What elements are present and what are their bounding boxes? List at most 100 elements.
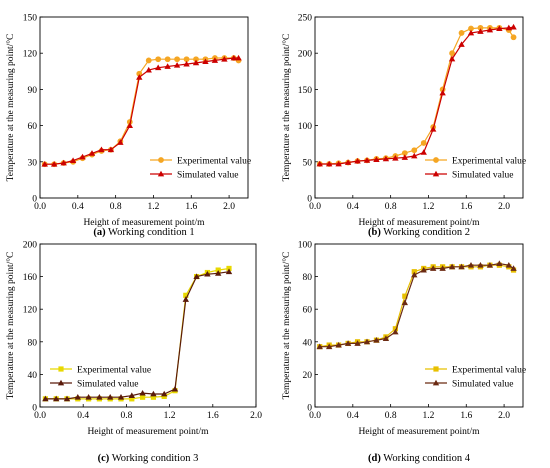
- data-point: [107, 146, 115, 153]
- series-line-2: [319, 26, 514, 165]
- x-axis-label: Height of measurement point/m: [83, 217, 205, 228]
- legend-marker: [433, 366, 439, 372]
- panel-caption: (d) Working condition 4: [368, 453, 471, 464]
- data-point: [382, 335, 390, 341]
- data-point: [174, 56, 180, 63]
- data-point: [411, 152, 418, 159]
- data-point: [354, 157, 361, 164]
- x-tick-label: 1.2: [423, 411, 435, 421]
- data-point: [183, 292, 189, 298]
- y-tick-label: 60: [303, 306, 313, 316]
- x-tick-label: 1.2: [164, 411, 176, 421]
- data-point: [192, 59, 200, 66]
- data-point: [150, 390, 157, 397]
- data-point: [401, 154, 409, 160]
- data-point: [161, 393, 167, 400]
- data-point: [439, 89, 446, 96]
- data-point: [129, 396, 135, 402]
- legend-marker: [58, 366, 64, 372]
- caption-text: Working condition 1: [106, 227, 195, 238]
- plot-frame: [39, 243, 257, 408]
- data-point: [211, 57, 219, 63]
- data-point: [420, 140, 427, 146]
- data-point: [226, 265, 232, 272]
- y-tick-label: 100: [298, 241, 313, 251]
- legend-entry-2: Simulated value: [425, 171, 513, 181]
- data-point: [164, 63, 171, 69]
- data-point: [467, 29, 475, 36]
- data-point: [126, 122, 134, 128]
- data-point: [182, 296, 189, 302]
- data-point: [325, 343, 333, 350]
- caption-label: (c): [98, 453, 110, 464]
- x-tick-label: 0.4: [77, 411, 89, 421]
- y-axis-label: Temperature at the measuring point/°C: [281, 252, 292, 400]
- data-point: [420, 149, 427, 155]
- legend-entry-2: Simulated value: [150, 171, 238, 181]
- data-point: [42, 395, 49, 402]
- x-tick-label: 0.4: [347, 202, 359, 212]
- data-point: [193, 273, 200, 279]
- data-point: [140, 394, 146, 400]
- data-point: [335, 341, 342, 348]
- y-tick-label: 200: [23, 241, 38, 251]
- x-tick-label: 0.8: [110, 202, 122, 212]
- y-tick-label: 120: [23, 306, 38, 316]
- data-point: [74, 394, 81, 400]
- y-tick-label: 150: [23, 14, 38, 24]
- x-tick-label: 0.0: [309, 411, 321, 421]
- caption-label: (d): [368, 453, 381, 464]
- data-point: [467, 261, 475, 268]
- x-tick-label: 1.6: [460, 411, 472, 421]
- legend-entry-1: Experimental value: [425, 366, 526, 376]
- data-point: [373, 156, 380, 163]
- data-point: [510, 34, 517, 41]
- data-point: [235, 54, 242, 61]
- data-point: [439, 265, 446, 271]
- data-point: [402, 293, 408, 299]
- data-point: [429, 265, 437, 271]
- data-point: [150, 394, 156, 400]
- data-point: [325, 160, 333, 167]
- caption-text: Working condition 4: [381, 453, 471, 464]
- data-point: [171, 385, 179, 392]
- data-point: [215, 270, 222, 276]
- data-point: [486, 261, 494, 268]
- x-tick-label: 0.8: [385, 411, 397, 421]
- y-tick-label: 150: [298, 86, 313, 96]
- legend-marker: [432, 379, 440, 386]
- y-tick-label: 30: [28, 158, 38, 168]
- data-point: [458, 41, 465, 47]
- data-point: [230, 54, 238, 61]
- data-point: [486, 26, 494, 33]
- data-point: [85, 394, 92, 400]
- x-tick-label: 1.6: [460, 202, 472, 212]
- data-point: [354, 340, 361, 346]
- data-point: [183, 60, 190, 67]
- legend-label: Simulated value: [77, 380, 138, 390]
- legend-label: Experimental value: [452, 366, 526, 376]
- data-point: [173, 62, 181, 68]
- legend-marker: [157, 170, 165, 177]
- x-tick-label: 1.2: [148, 202, 160, 212]
- data-point: [363, 157, 371, 163]
- legend-marker: [57, 379, 65, 386]
- y-axis-label: Temperature at the measuring point/°C: [5, 252, 16, 400]
- data-point: [215, 267, 221, 273]
- data-point: [60, 159, 67, 166]
- data-point: [458, 263, 465, 270]
- x-tick-label: 1.6: [207, 411, 219, 421]
- data-point: [316, 160, 323, 167]
- data-point: [335, 160, 342, 167]
- legend-entry-1: Experimental value: [150, 157, 251, 167]
- data-point: [145, 57, 152, 64]
- chart-panel-1: 0.0 0.4 0.8 1.2 1.6 2.0 0 30 60 90 120 150 Height of…: [5, 14, 251, 239]
- data-point: [136, 74, 143, 80]
- y-tick-label: 40: [28, 371, 38, 381]
- data-point: [411, 271, 418, 278]
- y-tick-label: 50: [303, 158, 313, 168]
- plot-frame: [314, 16, 524, 199]
- y-axis-label: Temperature at the measuring point/°C: [281, 34, 292, 182]
- y-tick-label: 250: [298, 14, 313, 24]
- legend-label: Simulated value: [452, 380, 513, 390]
